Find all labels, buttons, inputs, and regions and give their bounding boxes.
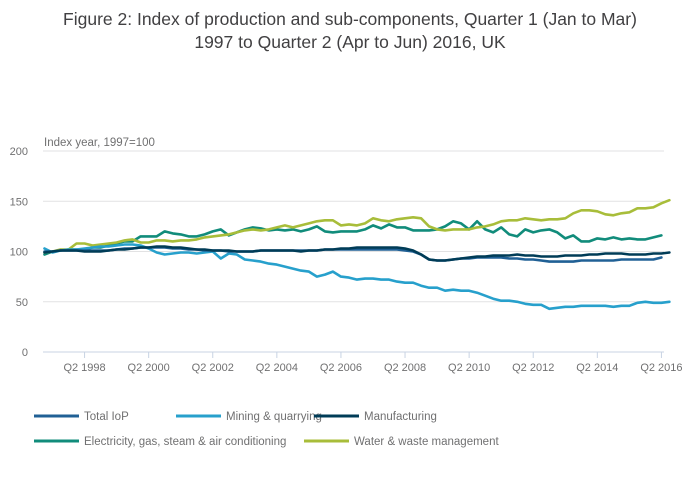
y-tick-label: 0	[22, 347, 28, 359]
x-tick-label: Q2 2000	[128, 362, 170, 374]
legend-label: Water & waste management	[354, 436, 499, 448]
legend-label: Manufacturing	[364, 411, 437, 423]
series-line-electricity-gas-steam-air-conditioning	[43, 220, 663, 256]
legend-label: Total IoP	[84, 411, 129, 423]
series-line-manufacturing	[43, 245, 671, 262]
series-line-water-waste-management	[43, 198, 671, 254]
x-tick-label: Q2 2004	[256, 362, 298, 374]
x-tick-label: Q2 2010	[448, 362, 490, 374]
legend-item-mining-quarrying[interactable]: Mining & quarrying	[176, 411, 322, 423]
y-axis-ticks: 0 50 100 150 200	[10, 146, 28, 359]
series-line-mining-quarrying	[43, 243, 671, 311]
gridlines	[43, 150, 664, 353]
x-tick-label: Q2 1998	[63, 362, 105, 374]
chart-title-line-1: Figure 2: Index of production and sub-co…	[63, 9, 637, 29]
legend-item-total-iop[interactable]: Total IoP	[34, 411, 129, 423]
legend-item-water-waste-management[interactable]: Water & waste management	[304, 436, 499, 448]
x-axis: Q2 1998 Q2 2000 Q2 2002 Q2 2004 Q2 2006 Q2 20…	[63, 352, 683, 374]
legend-label: Mining & quarrying	[226, 411, 322, 423]
y-tick-label: 150	[10, 196, 28, 208]
x-tick-label: Q2 2016	[640, 362, 682, 374]
y-tick-label: 100	[10, 247, 28, 259]
series-lines	[43, 198, 671, 311]
chart-title-line-2: 1997 to Quarter 2 (Apr to Jun) 2016, UK	[194, 32, 506, 52]
legend-label: Electricity, gas, steam & air conditioni…	[84, 436, 286, 448]
x-tick-label: Q2 2008	[384, 362, 426, 374]
chart-title: Figure 2: Index of production and sub-co…	[0, 8, 700, 54]
y-tick-label: 200	[10, 146, 28, 158]
x-tick-label: Q2 2002	[192, 362, 234, 374]
y-tick-label: 50	[16, 297, 28, 309]
legend: Total IoP Mining & quarrying Manufacturing…	[34, 411, 499, 448]
x-tick-label: Q2 2014	[576, 362, 618, 374]
legend-item-electricity-gas-steam-air-conditioning[interactable]: Electricity, gas, steam & air conditioni…	[34, 436, 286, 448]
y-axis-title: Index year, 1997=100	[44, 137, 155, 149]
x-tick-label: Q2 2012	[512, 362, 554, 374]
x-tick-label: Q2 2006	[320, 362, 362, 374]
legend-item-manufacturing[interactable]: Manufacturing	[314, 411, 437, 423]
